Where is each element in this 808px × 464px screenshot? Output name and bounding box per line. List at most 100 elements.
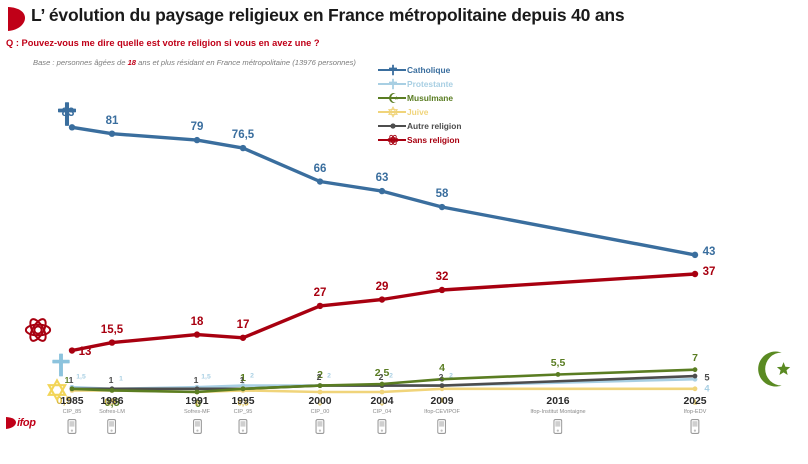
data-point[interactable] [108,130,116,137]
legend-item-protestante[interactable]: Protestante [378,77,461,90]
x-tick-source: CIP_85 [62,409,82,415]
data-label: 63 [375,172,389,185]
data-label: 4 [439,362,445,375]
x-tick-year: 2016 [546,396,570,407]
x-axis-tick-1986: 1986 Sofres-LM [99,396,125,434]
data-point[interactable] [108,339,116,346]
mobile-phone-icon [67,419,77,434]
survey-base: Base : personnes âgées de 18 ans et plus… [33,58,356,67]
legend-marker [378,91,406,104]
data-point[interactable] [691,270,699,278]
atom-icon [386,133,399,146]
series-line-catholique [70,125,697,257]
mobile-phone-icon [553,419,563,434]
data-point[interactable] [692,373,698,379]
data-point[interactable] [692,367,698,373]
data-label: 2 [438,371,444,382]
data-point[interactable] [439,383,445,389]
mobile-phone-icon [437,419,447,434]
data-label: 2,5 [374,367,390,380]
data-point[interactable] [378,187,386,195]
data-point[interactable] [193,136,201,144]
data-point[interactable] [439,376,445,382]
x-axis-tick-1985: 1985 CIP_85 [60,396,84,434]
mobile-phone-icon [192,419,202,434]
data-point[interactable] [555,372,561,377]
x-axis-tick-2025: 2025 Ifop-EDV [683,396,707,434]
dot-marker-icon [386,119,399,132]
data-label: 17 [236,318,250,331]
data-label: 76,5 [231,129,255,142]
x-tick-year: 2009 [430,396,454,407]
data-label: 1 [240,371,246,384]
legend-item-catholique[interactable]: Catholique [378,63,461,76]
data-point[interactable] [438,286,446,294]
data-label: 58 [435,188,449,201]
x-tick-year: 2004 [370,396,394,407]
legend-line-swatch [378,97,406,100]
data-label: 0,5 [104,397,120,410]
ifop-drop-small-icon [6,417,16,429]
page-title: L’ évolution du paysage religieux en Fra… [31,5,625,25]
data-label: 2 [316,371,322,382]
mobile-phone-icon [315,419,325,434]
data-point[interactable] [691,251,699,259]
data-point[interactable] [379,389,385,395]
data-point[interactable] [109,388,115,393]
christian-cross-icon [386,63,399,76]
legend-item-musulmane[interactable]: Musulmane [378,91,461,104]
x-tick-source: Ifop-EDV [683,409,707,415]
data-point[interactable] [379,381,385,387]
musulmane-crescent-glyph [751,348,793,390]
x-axis-tick-1995: 1995 CIP_95 [231,396,255,434]
legend-item-autre-religion[interactable]: Autre religion [378,119,461,132]
x-tick-year: 2000 [308,396,332,407]
series-line-sans-religion [70,272,697,353]
x-tick-year: 1986 [100,396,124,407]
legend-line-swatch [378,139,406,142]
christian-cross-icon [386,77,399,90]
data-point[interactable] [316,178,324,185]
data-label: 0,5 [237,398,249,408]
data-label: 2 [378,371,384,382]
data-label: 1 [193,374,199,385]
base-suffix: ans et plus résidant en France métropoli… [136,58,356,67]
data-point[interactable] [317,383,323,389]
sans-religion-atom-glyph [24,316,52,344]
data-point[interactable] [438,203,446,211]
legend-item-label: Musulmane [407,92,454,103]
base-age: 18 [127,58,137,67]
data-label: 1 [108,374,114,385]
data-point[interactable] [316,302,324,310]
data-point[interactable] [68,347,76,354]
data-label: 1,5 [76,373,86,381]
data-point[interactable] [68,124,76,131]
data-point[interactable] [194,389,200,395]
data-label: 1 [68,374,74,385]
x-axis: 1985 CIP_85 1986 Sofres-LM 1991 Sofres-MF 1… [0,396,808,464]
legend-marker [378,119,406,132]
data-label: 0,5 [104,397,116,407]
legend-line-swatch [378,111,406,114]
data-point[interactable] [378,296,386,303]
data-label: 1 [119,375,123,383]
legend-item-sans-religion[interactable]: Sans religion [378,133,461,146]
data-point[interactable] [69,386,75,392]
data-label: 37 [702,266,716,278]
data-label: 27 [313,286,327,299]
data-point[interactable] [317,389,323,395]
data-point[interactable] [692,386,698,392]
data-point[interactable] [240,386,246,392]
data-point[interactable] [239,334,247,341]
legend-item-juive[interactable]: Juive [378,105,461,118]
data-point[interactable] [193,331,201,338]
data-label: 18 [190,315,204,328]
data-label: 13 [78,345,92,358]
data-label: 15,5 [100,323,124,336]
data-label: 2 [250,372,254,380]
data-label: 2 [449,372,453,380]
data-label: 2 [327,372,331,380]
data-point[interactable] [239,144,247,152]
x-tick-year: 1991 [185,396,209,407]
data-label: 1 [692,397,698,407]
